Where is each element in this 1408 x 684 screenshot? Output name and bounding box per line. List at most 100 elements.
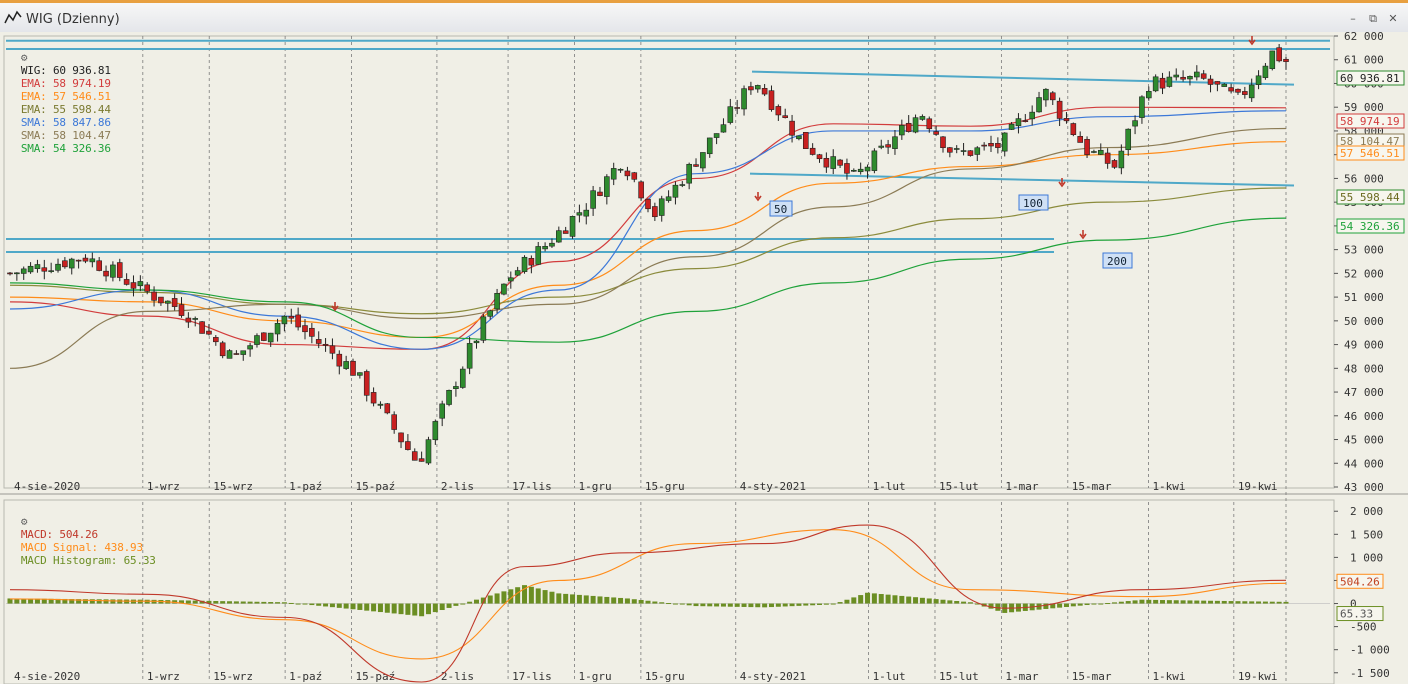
y-tick-label: 59 000 <box>1344 101 1384 114</box>
candle-up <box>974 147 981 155</box>
candle-up <box>254 335 260 345</box>
candle-down <box>329 345 336 354</box>
macd-hist-bar <box>384 603 390 613</box>
candle-down <box>411 451 418 461</box>
candle-down <box>171 298 178 307</box>
macd-y-tick-label: 1 000 <box>1350 551 1383 564</box>
gear-icon[interactable]: ⚙ <box>20 515 28 528</box>
macd-hist-bar <box>720 603 726 607</box>
x-tick-label: 15-lut <box>939 480 979 493</box>
candle-down <box>1056 100 1063 119</box>
sell-signal-arrow <box>331 302 339 312</box>
macd-hist-bar <box>1173 600 1179 604</box>
gear-icon[interactable]: ⚙ <box>20 51 28 64</box>
value-tag-label-price: 60 936.81 <box>1340 72 1400 85</box>
macd-hist-bar <box>659 602 665 604</box>
macd-hist-bar <box>453 603 459 606</box>
macd-hist-bar <box>1098 603 1104 605</box>
macd-hist-bar <box>309 603 315 606</box>
candle-up <box>1029 111 1035 120</box>
candle-down <box>981 144 987 147</box>
x-tick-label-macd: 1-mar <box>1005 670 1038 683</box>
x-tick-label: 4-sie-2020 <box>14 480 80 493</box>
macd-hist-bar <box>755 603 761 608</box>
candle-down <box>1200 73 1207 79</box>
candle-up <box>240 350 247 355</box>
x-tick-label-macd: 4-sty-2021 <box>740 670 806 683</box>
legend-macd-signal: MACD Signal: 438.93 <box>20 541 143 554</box>
x-tick-label-macd: 4-sie-2020 <box>14 670 80 683</box>
macd-hist-bar <box>741 603 747 607</box>
macd-hist-bar <box>871 593 877 604</box>
candle-down <box>748 86 754 91</box>
macd-hist-bar <box>41 598 47 604</box>
ma-period-label: 200 <box>1107 255 1127 268</box>
macd-hist-bar <box>1050 603 1056 609</box>
macd-hist-bar <box>69 599 75 604</box>
candle-up <box>672 184 679 198</box>
candle-down <box>1214 81 1221 85</box>
macd-hist-bar <box>899 595 905 604</box>
macd-hist-bar <box>1146 599 1152 604</box>
macd-panel-frame <box>3 499 1335 684</box>
macd-y-tick-label: 1 500 <box>1350 528 1383 541</box>
macd-hist-bar <box>892 595 898 604</box>
macd-hist-bar <box>432 603 438 613</box>
candle-down <box>967 150 974 156</box>
macd-hist-bar <box>473 599 479 604</box>
candle-down <box>370 392 377 404</box>
macd-hist-bar <box>858 595 864 604</box>
x-tick-label: 4-sty-2021 <box>740 480 806 493</box>
candle-up <box>1008 123 1015 130</box>
candle-down <box>645 198 651 210</box>
price-and-macd-chart[interactable]: 4-sie-2020 4-sie-2020 1-wrz 1-wrz 15-wrz 15-w… <box>0 32 1408 684</box>
macd-hist-bar <box>391 603 397 614</box>
y-tick-label: 43 000 <box>1344 481 1384 494</box>
close-icon[interactable]: ✕ <box>1388 12 1398 25</box>
candle-up <box>192 318 199 320</box>
candle-down <box>302 325 308 333</box>
macd-hist-bar <box>412 603 418 616</box>
macd-hist-bar <box>1118 601 1124 604</box>
macd-hist-bar <box>707 603 713 607</box>
macd-hist-bar <box>1221 600 1227 604</box>
sell-signal-arrow <box>1248 36 1256 46</box>
macd-hist-bar <box>823 603 829 605</box>
macd-hist-bar <box>82 599 88 604</box>
macd-hist-bar <box>34 598 40 604</box>
ma-period-badge <box>1018 194 1049 211</box>
macd-hist-bar <box>1111 602 1117 604</box>
value-tag-label-ema1: 58 974.19 <box>1340 115 1400 128</box>
macd-hist-bar <box>261 601 267 604</box>
candle-down <box>336 353 343 367</box>
candle-down <box>631 172 638 180</box>
candle-down <box>823 157 830 168</box>
window-title: WIG (Dzienny) <box>26 12 120 27</box>
macd-hist-bar <box>329 603 335 608</box>
macd-hist-bar <box>7 598 13 604</box>
candle-up <box>960 150 967 152</box>
macd-hist-bar <box>377 603 383 613</box>
candle-down <box>597 191 603 196</box>
restore-icon[interactable]: ⧉ <box>1369 12 1377 25</box>
candle-down <box>940 136 946 149</box>
macd-hist-bar <box>590 595 596 604</box>
x-tick-label: 2-lis <box>441 480 474 493</box>
macd-hist-bar <box>679 603 685 605</box>
macd-hist-bar <box>961 601 967 604</box>
candle-down <box>350 360 356 376</box>
macd-hist-bar <box>14 598 20 604</box>
candle-down <box>309 327 315 337</box>
macd-hist-bar <box>467 601 473 604</box>
macd-hist-bar <box>1084 603 1090 606</box>
candle-down <box>41 267 48 272</box>
macd-hist-bar <box>563 593 569 604</box>
candle-up <box>267 332 274 343</box>
candle-up <box>556 230 562 243</box>
macd-hist-bar <box>1057 603 1063 608</box>
candle-down <box>768 90 775 110</box>
x-tick-label-macd: 17-lis <box>512 670 552 683</box>
candle-up <box>720 124 727 133</box>
x-tick-label-macd: 1-kwi <box>1152 670 1185 683</box>
minimize-icon[interactable]: – <box>1350 12 1356 25</box>
